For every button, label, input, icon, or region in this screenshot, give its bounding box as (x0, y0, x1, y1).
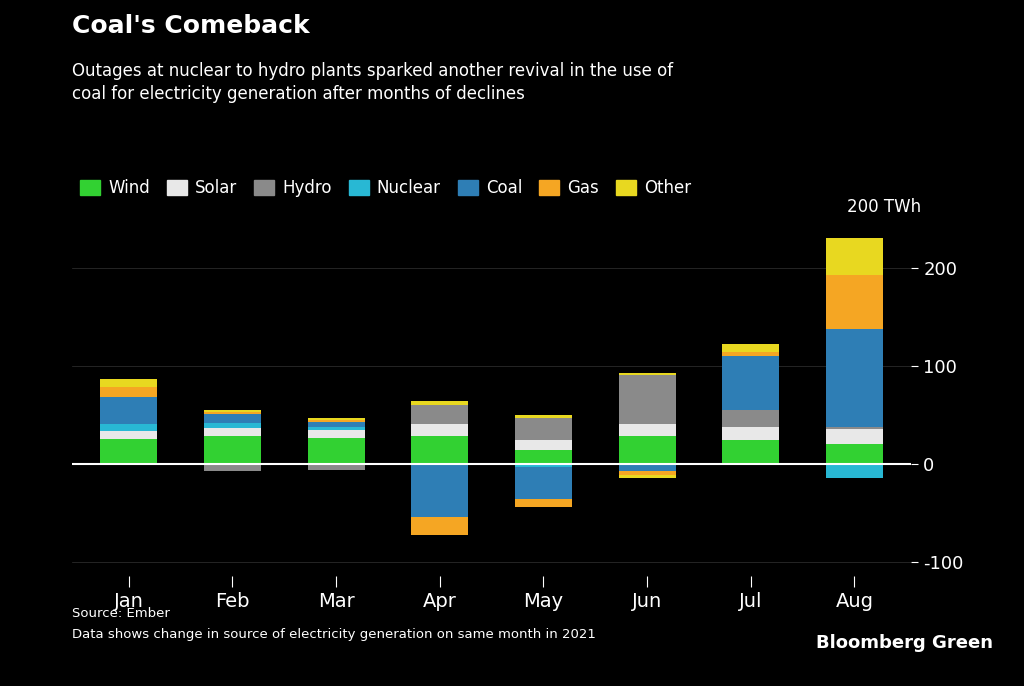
Bar (307, 421, 365, 423)
Bar (412, 401, 468, 405)
Bar (204, 464, 261, 471)
Bar (307, 427, 365, 430)
Bar (100, 431, 158, 439)
Bar (825, 329, 883, 427)
Bar (722, 344, 779, 352)
Bar (515, 499, 571, 507)
Bar (412, 425, 468, 436)
Bar (307, 423, 365, 427)
Bar (515, 414, 571, 418)
Bar (307, 430, 365, 438)
Bar (204, 410, 261, 412)
Text: Data shows change in source of electricity generation on same month in 2021: Data shows change in source of electrici… (72, 628, 596, 641)
Bar (100, 425, 158, 431)
Bar (618, 464, 676, 471)
Bar (412, 436, 468, 464)
Text: Outages at nuclear to hydro plants sparked another revival in the use of
coal fo: Outages at nuclear to hydro plants spark… (72, 62, 673, 104)
Legend: Wind, Solar, Hydro, Nuclear, Coal, Gas, Other: Wind, Solar, Hydro, Nuclear, Coal, Gas, … (80, 180, 691, 198)
Bar (722, 427, 779, 440)
Bar (722, 356, 779, 410)
Bar (204, 423, 261, 428)
Bar (515, 440, 571, 450)
Bar (412, 517, 468, 535)
Bar (204, 414, 261, 423)
Bar (412, 405, 468, 425)
Bar (307, 418, 365, 421)
Bar (618, 471, 676, 475)
Bar (618, 375, 676, 425)
Bar (100, 387, 158, 397)
Bar (722, 440, 779, 464)
Bar (100, 439, 158, 464)
Bar (825, 238, 883, 275)
Bar (515, 450, 571, 464)
Bar (204, 436, 261, 464)
Bar (618, 373, 676, 375)
Text: Source: Ember: Source: Ember (72, 607, 170, 620)
Bar (825, 444, 883, 464)
Bar (204, 428, 261, 436)
Bar (722, 352, 779, 356)
Bar (515, 418, 571, 440)
Bar (515, 464, 571, 467)
Bar (307, 438, 365, 464)
Bar (618, 425, 676, 436)
Bar (515, 467, 571, 499)
Bar (618, 475, 676, 478)
Bar (307, 464, 365, 471)
Bar (825, 464, 883, 478)
Bar (618, 436, 676, 464)
Text: Bloomberg Green: Bloomberg Green (816, 634, 993, 652)
Bar (204, 412, 261, 414)
Bar (100, 379, 158, 387)
Text: Coal's Comeback: Coal's Comeback (72, 14, 309, 38)
Bar (825, 429, 883, 444)
Text: 200 TWh: 200 TWh (848, 198, 922, 216)
Bar (722, 410, 779, 427)
Bar (100, 397, 158, 425)
Bar (825, 275, 883, 329)
Bar (825, 427, 883, 429)
Bar (412, 464, 468, 517)
